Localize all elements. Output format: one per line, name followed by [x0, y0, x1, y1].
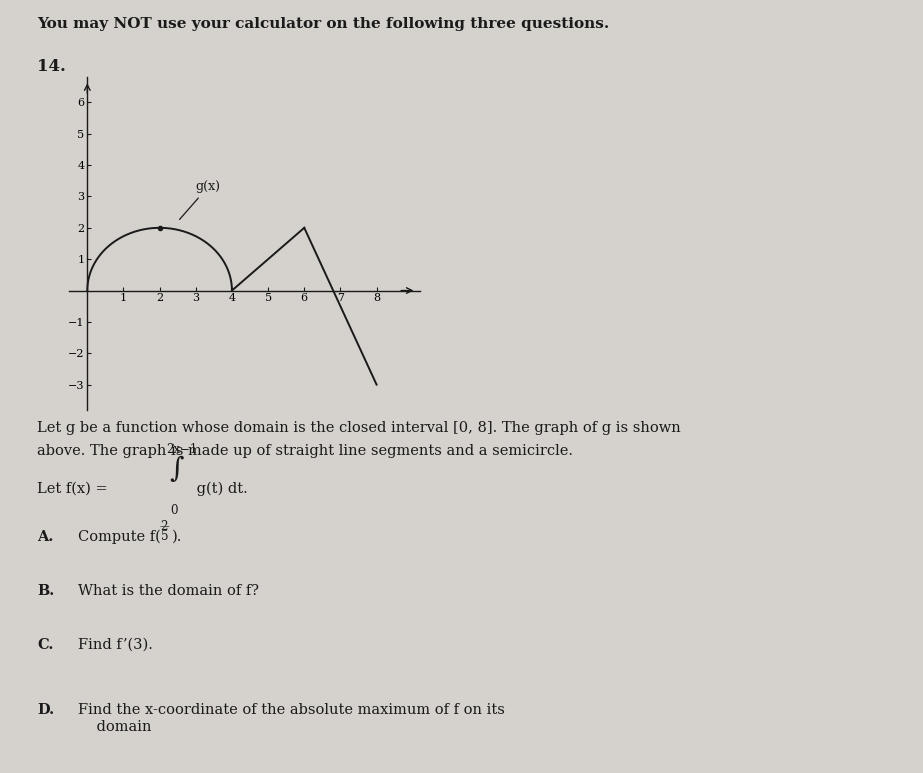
Text: Let g be a function whose domain is the closed interval [0, 8]. The graph of g i: Let g be a function whose domain is the … [37, 421, 680, 435]
Text: —: — [160, 522, 170, 531]
Text: A.: A. [37, 530, 54, 543]
Text: C.: C. [37, 638, 54, 652]
Text: 14.: 14. [37, 58, 66, 75]
Text: 0: 0 [170, 504, 177, 517]
Text: 5: 5 [161, 530, 168, 543]
Text: B.: B. [37, 584, 54, 598]
Text: g(t) dt.: g(t) dt. [192, 482, 247, 495]
Text: Let f(x) =: Let f(x) = [37, 482, 113, 495]
Text: ).: ). [172, 530, 182, 543]
Text: Find f’(3).: Find f’(3). [78, 638, 153, 652]
Text: ∫: ∫ [169, 456, 184, 482]
Text: D.: D. [37, 703, 54, 717]
Text: Compute f(: Compute f( [78, 530, 162, 544]
Text: What is the domain of f?: What is the domain of f? [78, 584, 259, 598]
Text: g(x): g(x) [180, 180, 221, 220]
Text: Find the x-coordinate of the absolute maximum of f on its
    domain: Find the x-coordinate of the absolute ma… [78, 703, 505, 734]
Text: 2: 2 [161, 520, 168, 533]
Text: You may NOT use your calculator on the following three questions.: You may NOT use your calculator on the f… [37, 17, 609, 31]
Text: above. The graph is made up of straight line segments and a semicircle.: above. The graph is made up of straight … [37, 444, 573, 458]
Text: 2x−1: 2x−1 [166, 443, 198, 456]
